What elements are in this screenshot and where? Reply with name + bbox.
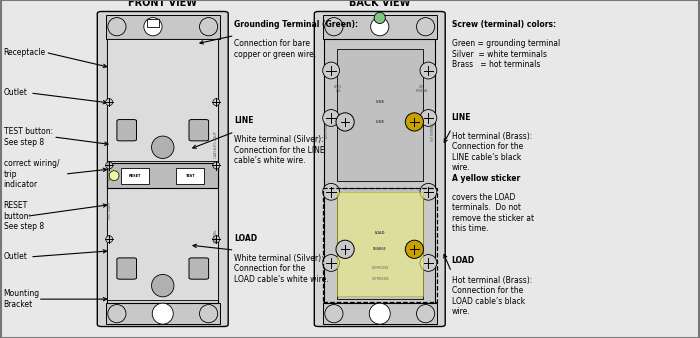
Ellipse shape — [420, 184, 437, 200]
Text: FRONT VIEW: FRONT VIEW — [128, 0, 197, 8]
Text: GFI PROCESS: GFI PROCESS — [372, 277, 388, 281]
FancyBboxPatch shape — [97, 11, 228, 327]
Ellipse shape — [153, 303, 174, 324]
Ellipse shape — [199, 18, 218, 36]
Ellipse shape — [106, 99, 113, 106]
Text: RESET
button:
See step 8: RESET button: See step 8 — [4, 201, 43, 231]
Bar — [107, 39, 218, 303]
Ellipse shape — [420, 255, 437, 271]
Text: HOT TERMINAL: HOT TERMINAL — [430, 122, 435, 141]
Text: TEST: TEST — [186, 174, 195, 178]
Ellipse shape — [370, 303, 391, 324]
Text: A yellow sticker: A yellow sticker — [452, 173, 519, 183]
Ellipse shape — [323, 255, 339, 271]
Text: Hot terminal (Brass):
Connection for the
LINE cable’s black
wire.: Hot terminal (Brass): Connection for the… — [452, 122, 532, 172]
Text: correct wiring/
trip
indicator: correct wiring/ trip indicator — [4, 159, 59, 189]
Text: NO PROCESS: NO PROCESS — [372, 266, 388, 270]
Ellipse shape — [405, 113, 424, 131]
Bar — [323, 15, 437, 39]
Ellipse shape — [323, 184, 339, 200]
Ellipse shape — [109, 171, 119, 180]
FancyBboxPatch shape — [189, 258, 209, 279]
Text: White terminal (Silver):
Connection for the LINE
cable’s white wire.: White terminal (Silver): Connection for … — [234, 125, 325, 165]
Ellipse shape — [416, 18, 435, 36]
Text: LINE: LINE — [375, 120, 384, 124]
Text: CHARGE: CHARGE — [373, 247, 386, 251]
Text: LINE: LINE — [452, 113, 471, 122]
Bar — [106, 303, 220, 324]
Text: LOAD: LOAD — [452, 256, 475, 265]
Ellipse shape — [199, 305, 218, 323]
Bar — [107, 174, 218, 300]
Text: LOAD: LOAD — [234, 234, 258, 243]
Text: CLASS A GFCi 20A 2P: CLASS A GFCi 20A 2P — [214, 131, 218, 158]
Ellipse shape — [152, 274, 174, 297]
Text: 240V 60Hz: 240V 60Hz — [214, 230, 218, 243]
FancyBboxPatch shape — [314, 11, 445, 327]
Ellipse shape — [325, 305, 343, 323]
Ellipse shape — [106, 162, 113, 169]
Text: Connection for bare
copper or green wire.: Connection for bare copper or green wire… — [234, 29, 316, 58]
Bar — [337, 49, 423, 181]
Ellipse shape — [152, 136, 174, 159]
Ellipse shape — [213, 236, 220, 243]
Bar — [147, 19, 158, 27]
Text: TEST button:
See step 8: TEST button: See step 8 — [4, 127, 52, 147]
Ellipse shape — [416, 305, 435, 323]
Bar — [324, 39, 435, 303]
Text: LINE: LINE — [234, 116, 254, 125]
Text: Receptacle: Receptacle — [4, 48, 46, 57]
Text: SPEC GRADE: SPEC GRADE — [108, 201, 112, 219]
Ellipse shape — [325, 18, 343, 36]
Ellipse shape — [144, 18, 162, 36]
Bar — [323, 303, 437, 324]
Bar — [107, 164, 218, 188]
FancyBboxPatch shape — [189, 120, 209, 141]
Ellipse shape — [323, 110, 339, 126]
Text: WHITE LINE: WHITE LINE — [325, 124, 329, 139]
Bar — [337, 188, 423, 299]
Bar — [106, 15, 220, 39]
Text: RESET: RESET — [129, 174, 141, 178]
Text: BACK VIEW: BACK VIEW — [349, 0, 410, 8]
Ellipse shape — [108, 18, 126, 36]
Ellipse shape — [213, 162, 220, 169]
Bar — [121, 168, 149, 185]
Ellipse shape — [420, 62, 437, 79]
Ellipse shape — [371, 18, 389, 36]
Ellipse shape — [213, 99, 220, 106]
Text: Hot terminal (Brass):
Connection for the
LOAD cable’s black
wire.: Hot terminal (Brass): Connection for the… — [452, 265, 532, 316]
Ellipse shape — [405, 240, 424, 259]
Text: Green = grounding terminal
Silver  = white terminals
Brass   = hot terminals: Green = grounding terminal Silver = whit… — [452, 29, 560, 69]
FancyBboxPatch shape — [117, 258, 136, 279]
Bar — [107, 39, 218, 162]
Ellipse shape — [323, 62, 339, 79]
Ellipse shape — [420, 110, 437, 126]
FancyBboxPatch shape — [117, 120, 136, 141]
Text: Outlet: Outlet — [4, 89, 27, 97]
Text: Mounting
Bracket: Mounting Bracket — [4, 289, 40, 309]
Text: HOT
TERMINAL: HOT TERMINAL — [415, 84, 428, 93]
Text: RECEPTACLE: RECEPTACLE — [108, 162, 112, 180]
Ellipse shape — [106, 236, 113, 243]
Text: LOAD: LOAD — [374, 231, 385, 235]
Text: covers the LOAD
terminals.  Do not
remove the sticker at
this time.: covers the LOAD terminals. Do not remove… — [452, 183, 533, 233]
Text: White terminal (Silver):
Connection for the
LOAD cable’s white wire.: White terminal (Silver): Connection for … — [234, 243, 329, 284]
Text: WHITE
LINE: WHITE LINE — [334, 84, 342, 93]
Text: LINE: LINE — [375, 100, 384, 104]
Bar — [176, 168, 204, 185]
Bar — [323, 188, 437, 302]
Text: Screw (terminal) colors:: Screw (terminal) colors: — [452, 20, 556, 29]
Ellipse shape — [374, 12, 385, 24]
Ellipse shape — [108, 305, 126, 323]
Ellipse shape — [336, 240, 354, 259]
Bar — [337, 192, 423, 296]
Ellipse shape — [336, 113, 354, 131]
Text: Grounding Terminal (Green):: Grounding Terminal (Green): — [234, 20, 358, 29]
Text: Outlet: Outlet — [4, 252, 27, 261]
